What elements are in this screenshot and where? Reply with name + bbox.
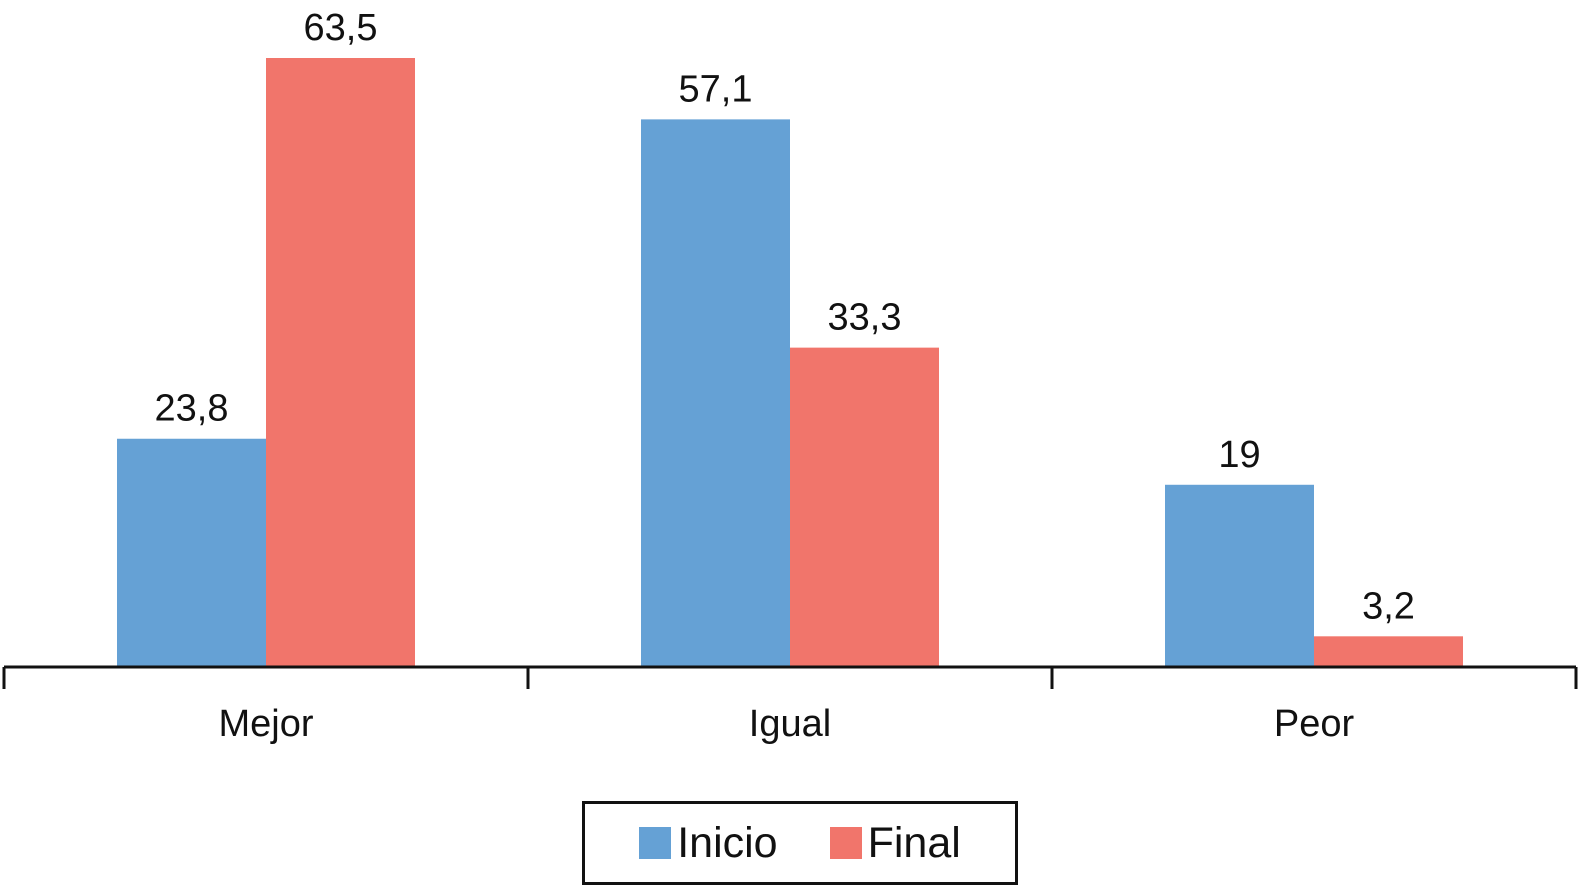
- legend-label-inicio: Inicio: [677, 818, 778, 867]
- value-label-peor-inicio: 19: [1218, 434, 1260, 476]
- bar-mejor-final: [266, 58, 415, 667]
- bar-mejor-inicio: [117, 438, 266, 667]
- legend-swatch-inicio: [639, 827, 672, 859]
- x-tick-label-mejor: Mejor: [218, 703, 313, 745]
- x-axis: Mejor Igual Peor: [2, 665, 1578, 745]
- value-label-igual-inicio: 57,1: [679, 68, 753, 110]
- legend-swatch-final: [829, 827, 862, 859]
- legend-item-inicio: Inicio: [639, 818, 778, 867]
- value-label-mejor-final: 63,5: [304, 7, 378, 49]
- bar-peor-inicio: [1165, 484, 1314, 667]
- value-label-mejor-inicio: 23,8: [155, 388, 229, 430]
- bar-layer: [117, 58, 1463, 668]
- bar-peor-final: [1314, 636, 1463, 667]
- legend: Inicio Final: [582, 801, 1018, 885]
- legend-item-final: Final: [829, 818, 961, 867]
- value-label-layer: 23,8 63,5 57,1 33,3 19 3,2: [155, 7, 1415, 627]
- value-label-igual-final: 33,3: [828, 297, 902, 339]
- legend-label-final: Final: [867, 818, 961, 867]
- value-label-peor-final: 3,2: [1362, 585, 1415, 627]
- bar-igual-inicio: [641, 119, 790, 668]
- bar-igual-final: [790, 347, 939, 667]
- x-tick-label-igual: Igual: [749, 703, 831, 745]
- x-tick-label-peor: Peor: [1274, 703, 1355, 745]
